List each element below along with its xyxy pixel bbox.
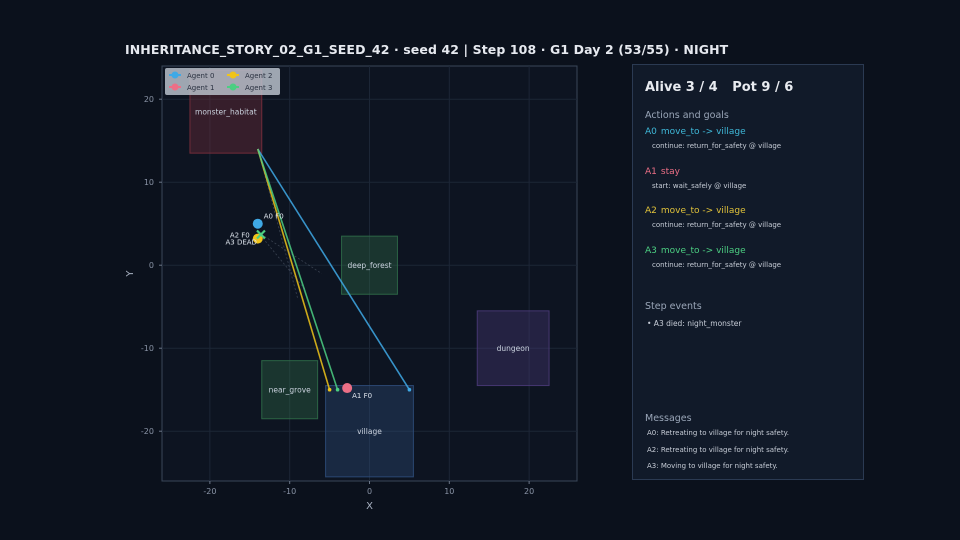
legend-box [165, 68, 280, 95]
agent-goal-a2: continue: return_for_safety @ village [652, 221, 782, 229]
legend: Agent 0 Agent 1 Agent 2 Agent 3 [165, 68, 280, 95]
path-endpoint [407, 387, 412, 392]
agent-label: A0 F0 [264, 213, 284, 221]
agent-id: A3 [645, 246, 657, 256]
alive-count: Alive 3 / 4 [645, 80, 718, 95]
zone-label: monster_habitat [195, 108, 257, 117]
agent-action-a3: A3 move_to -> village [645, 246, 746, 256]
x-tick-label: 10 [444, 487, 454, 496]
zone-label: near_grove [269, 386, 312, 395]
y-tick-label: 0 [149, 261, 154, 270]
agent-action: move_to -> village [660, 206, 746, 216]
x-tick-label: 0 [367, 487, 372, 496]
legend-marker [229, 71, 237, 79]
y-tick-label: -10 [141, 344, 154, 353]
path-agent-3 [257, 148, 339, 390]
messages-heading: Messages [645, 413, 692, 424]
y-tick-label: -20 [141, 427, 154, 436]
trail-line [257, 231, 322, 274]
path-agent-0 [257, 148, 411, 391]
stats-line: Alive 3 / 4 Pot 9 / 6 [645, 80, 803, 95]
y-tick-label: 20 [144, 95, 154, 104]
legend-marker [171, 83, 179, 91]
y-axis-label: Y [125, 270, 136, 278]
agent-id: A2 [645, 206, 657, 216]
agent-label: A3 DEAD [225, 238, 256, 246]
agent-action: stay [660, 167, 680, 177]
message-item: A3: Moving to village for night safety. [647, 462, 778, 470]
agent-action-a0: A0 move_to -> village [645, 127, 746, 137]
path-endpoint [327, 387, 332, 392]
agent-marker-agent-3 [256, 229, 266, 240]
agent-goal-a1: start: wait_safely @ village [652, 182, 747, 190]
trail-line [257, 148, 299, 299]
x-tick-label: 20 [524, 487, 534, 496]
actions-heading: Actions and goals [645, 110, 729, 121]
zone-dungeon [476, 310, 550, 387]
message-item: A2: Retreating to village for night safe… [647, 446, 789, 454]
event-item: • A3 died: night_monster [647, 319, 742, 328]
agent-action-a2: A2 move_to -> village [645, 206, 746, 216]
message-item: A0: Retreating to village for night safe… [647, 429, 789, 437]
agent-action-a1: A1 stay [645, 167, 680, 177]
legend-label: Agent 3 [245, 84, 272, 92]
agent-label: A1 F0 [352, 392, 372, 400]
zone-label: village [357, 427, 382, 436]
x-tick-label: -20 [203, 487, 216, 496]
legend-label: Agent 1 [187, 84, 214, 92]
page-title: INHERITANCE_STORY_02_G1_SEED_42 · seed 4… [125, 42, 729, 57]
legend-label: Agent 2 [245, 72, 272, 80]
path-agent-2 [257, 148, 331, 390]
agent-id: A0 [645, 127, 657, 137]
zone-label: deep_forest [347, 261, 391, 270]
legend-marker [171, 71, 179, 79]
trail-line [257, 231, 306, 291]
agent-marker-agent-1 [342, 383, 353, 394]
agent-goal-a0: continue: return_for_safety @ village [652, 142, 782, 150]
status-panel: Alive 3 / 4 Pot 9 / 6 Actions and goals … [632, 64, 864, 480]
agent-action: move_to -> village [660, 127, 746, 137]
zone-deep-forest [341, 235, 398, 295]
path-endpoint [335, 387, 340, 392]
legend-label: Agent 0 [187, 72, 214, 80]
y-tick-label: 10 [144, 178, 154, 187]
agent-action: move_to -> village [660, 246, 746, 256]
pot-count: Pot 9 / 6 [732, 80, 794, 95]
agent-id: A1 [645, 167, 657, 177]
legend-marker [229, 83, 237, 91]
world-map[interactable]: -20 -10 0 10 20 -20 -10 0 10 20 X Ymonster_habitatd… [0, 0, 630, 540]
x-tick-label: -10 [283, 487, 296, 496]
zone-label: dungeon [497, 344, 530, 353]
zone-near-grove [261, 360, 319, 420]
events-heading: Step events [645, 301, 702, 312]
x-axis-label: X [366, 501, 373, 512]
zone-village [325, 385, 414, 478]
agent-marker-agent-0 [252, 218, 263, 229]
agent-goal-a3: continue: return_for_safety @ village [652, 261, 782, 269]
agent-label: A2 F0 [230, 232, 250, 240]
